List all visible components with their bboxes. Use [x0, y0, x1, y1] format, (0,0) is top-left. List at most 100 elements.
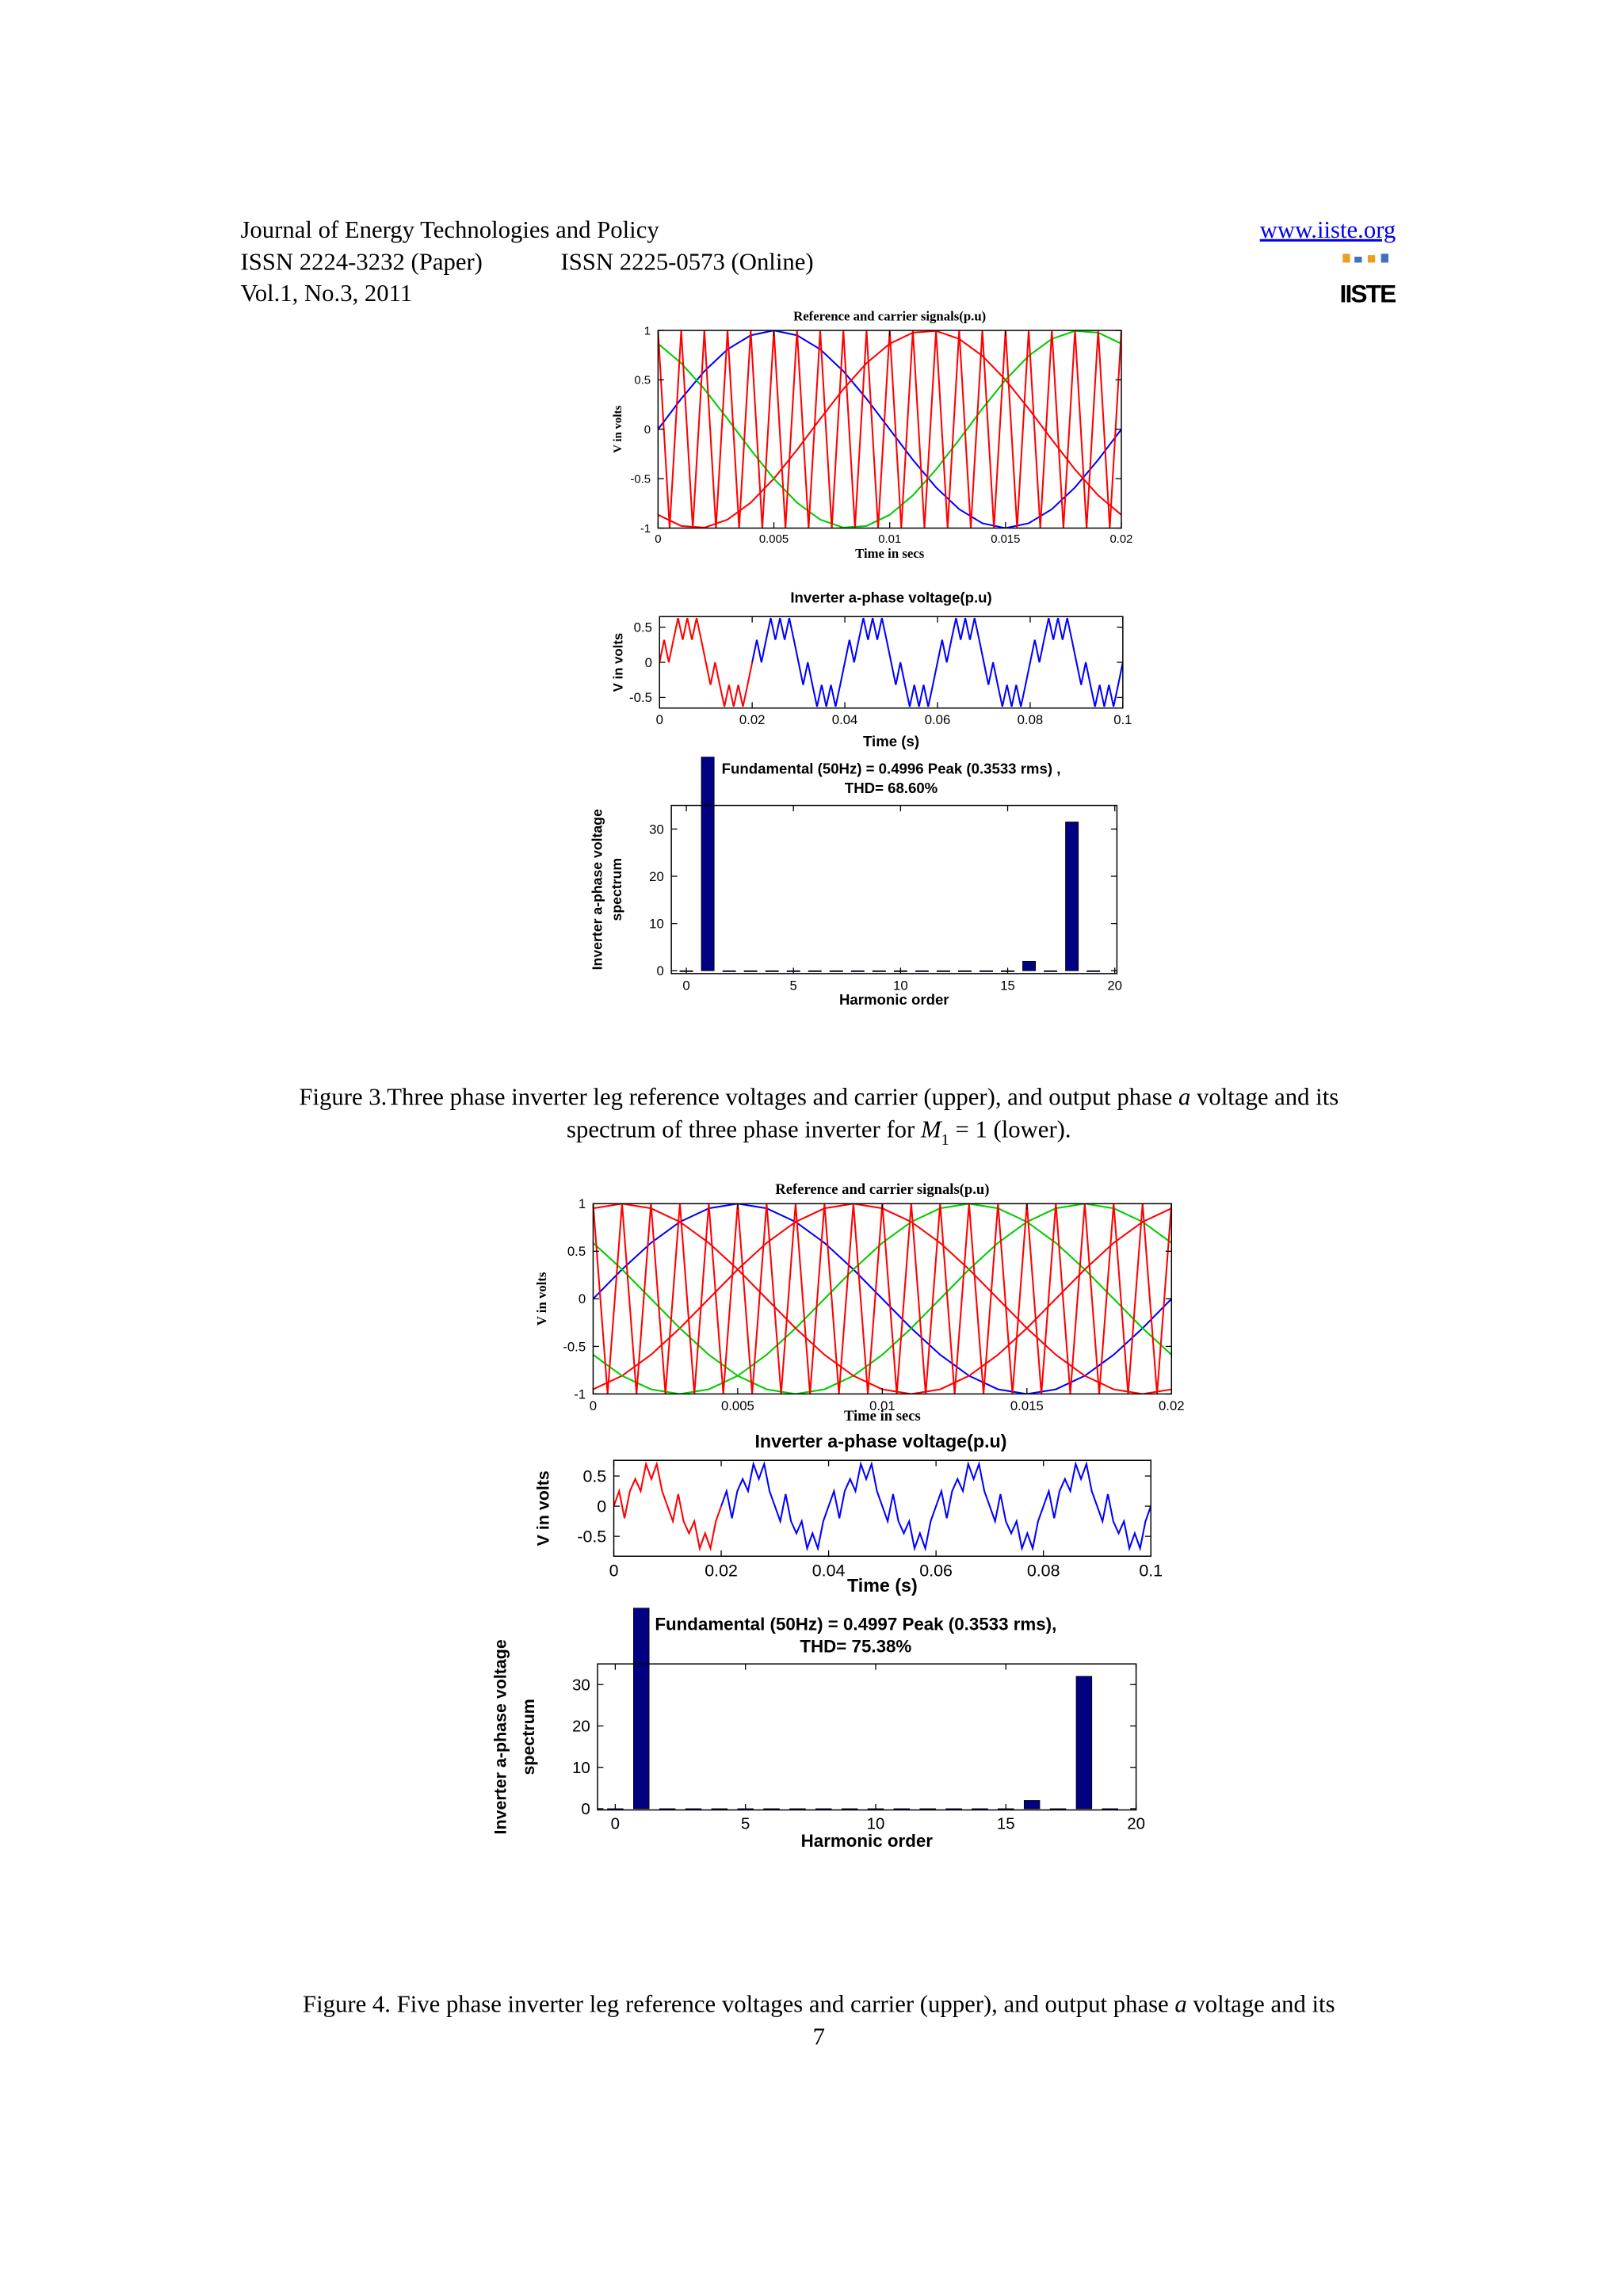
data-layer — [658, 330, 1121, 528]
y-tick-label: 30 — [649, 822, 664, 837]
y-tick-label: 0.5 — [582, 1467, 606, 1486]
x-tick-label: 0.02 — [1159, 1398, 1185, 1413]
y-axis-label: V in volts — [534, 1470, 553, 1546]
y-tick-label: 30 — [572, 1676, 590, 1694]
x-tick-label: 0.02 — [705, 1561, 738, 1580]
signal-line — [751, 617, 1123, 707]
caption-line: Figure 3.Three phase inverter leg refere… — [299, 1084, 1338, 1111]
chart-title: Reference and carrier signals(p.u) — [775, 1181, 989, 1198]
y-tick-label: -0.5 — [629, 690, 652, 705]
x-axis-label: Harmonic order — [839, 991, 949, 1008]
signal-line — [593, 1203, 1172, 1394]
chart-title: Reference and carrier signals(p.u) — [793, 308, 986, 323]
data-layer — [679, 757, 1101, 972]
plot-frame — [613, 1459, 1151, 1558]
harmonic-bar — [1023, 1800, 1041, 1810]
chart-title: Inverter a-phase voltage(p.u) — [790, 589, 991, 606]
x-tick-label: 0.06 — [925, 712, 951, 727]
harmonic-bar — [633, 1608, 650, 1810]
y-tick-label: 1 — [644, 325, 651, 338]
y-tick-label: -0.5 — [630, 473, 651, 486]
chart-title: Fundamental (50Hz) = 0.4997 Peak (0.3533… — [655, 1615, 1056, 1634]
volume: Vol.1, No.3, 2011 — [240, 280, 412, 307]
x-tick-label: 15 — [1000, 978, 1015, 993]
harmonic-bar — [1075, 1676, 1093, 1810]
x-axis-label: Time (s) — [863, 733, 919, 749]
caption-line: Figure 4. Five phase inverter leg refere… — [303, 1991, 1335, 2018]
chart: 0 5 10 15 20 0 10 20 30 Fundamental (50Hz) = 0.49… — [590, 757, 1122, 1008]
y-axis-label: Inverter a-phase voltage — [590, 809, 605, 970]
data-layer — [613, 1460, 1151, 1552]
chart: 0 0.005 0.01 0.015 0.02 -1 -0.5 0 0.5 1 Reference … — [612, 308, 1133, 560]
x-tick-label: 0.015 — [991, 533, 1020, 546]
x-tick-label: 0.01 — [878, 533, 901, 546]
y-tick-label: -1 — [574, 1386, 586, 1402]
data-layer — [659, 617, 1123, 707]
plot-area — [598, 1664, 1136, 1810]
caption-subscript: 1 — [941, 1131, 949, 1149]
plot-area — [671, 805, 1117, 974]
y-tick-label: 0 — [581, 1800, 590, 1818]
signal-line — [658, 330, 1121, 528]
x-tick-label: 10 — [867, 1815, 885, 1833]
y-tick-label: -1 — [640, 523, 651, 536]
caption-italic: a — [1174, 1991, 1186, 2018]
chart-title: THD= 68.60% — [845, 780, 938, 796]
caption-text: spectrum of three phase inverter for — [567, 1116, 921, 1143]
x-tick-label: 0.02 — [1110, 533, 1133, 546]
chart: 0 5 10 15 20 0 10 20 30 Fundamental (50Hz) = 0.49… — [491, 1608, 1145, 1851]
logo-mark — [1367, 255, 1376, 263]
signal-line — [659, 617, 754, 707]
x-tick-label: 0.005 — [759, 533, 789, 546]
chart-title: THD= 75.38% — [800, 1637, 911, 1657]
y-tick-label: 1 — [579, 1196, 586, 1211]
x-tick-label: 0.015 — [1010, 1398, 1044, 1413]
page-number: 7 — [813, 2023, 825, 2050]
signal-line — [613, 1460, 723, 1552]
issn-paper: ISSN 2224-3232 (Paper) — [240, 249, 482, 276]
x-tick-label: 0 — [655, 533, 661, 546]
y-axis-label: spectrum — [609, 858, 624, 921]
signal-line — [720, 1460, 1151, 1552]
header: Journal of Energy Technologies and Polic… — [240, 216, 1396, 308]
x-tick-label: 0 — [656, 712, 663, 727]
plot-frame — [670, 804, 1118, 974]
site-link[interactable]: www.iiste.org — [1260, 216, 1396, 243]
caption-text: Figure 3.Three phase inverter leg refere… — [299, 1084, 1178, 1111]
signal-line — [658, 330, 1121, 528]
y-axis-label: V in volts — [612, 406, 624, 453]
caption-text: = 1 (lower). — [949, 1116, 1071, 1143]
caption-italic: M — [920, 1116, 942, 1143]
y-tick-label: 0 — [579, 1291, 586, 1306]
chart-title: Inverter a-phase voltage(p.u) — [754, 1431, 1006, 1451]
y-axis-label: spectrum — [519, 1699, 538, 1775]
signal-line — [593, 1203, 1172, 1394]
caption-line: spectrum of three phase inverter for M1 … — [567, 1116, 1071, 1149]
caption-text: voltage and its — [1187, 1991, 1335, 2018]
harmonic-bar — [701, 757, 715, 971]
caption-text: voltage and its — [1190, 1084, 1338, 1111]
x-axis-label: Time (s) — [847, 1575, 918, 1596]
x-axis-label: Time in secs — [855, 546, 925, 561]
x-tick-label: 0.08 — [1018, 712, 1044, 727]
logo-mark — [1342, 254, 1350, 263]
y-tick-label: 20 — [572, 1718, 590, 1736]
plot-frame — [597, 1663, 1137, 1811]
x-tick-label: 0.04 — [812, 1561, 846, 1580]
x-tick-label: 5 — [790, 978, 797, 993]
y-tick-label: 10 — [649, 917, 664, 932]
logo-text: IISTE — [1340, 280, 1396, 308]
x-tick-label: 20 — [1127, 1815, 1145, 1833]
y-axis-label: V in volts — [534, 1272, 549, 1325]
x-tick-label: 0.1 — [1139, 1561, 1163, 1580]
x-tick-label: 0.06 — [919, 1561, 953, 1580]
x-tick-label: 0 — [611, 1815, 620, 1833]
x-tick-label: 0.005 — [721, 1398, 754, 1413]
x-tick-label: 0.04 — [832, 712, 858, 727]
y-tick-label: 0.5 — [634, 375, 651, 387]
y-tick-label: 0 — [645, 655, 652, 670]
caption-italic: a — [1178, 1084, 1190, 1111]
chart-title: Fundamental (50Hz) = 0.4996 Peak (0.3533… — [722, 761, 1061, 777]
